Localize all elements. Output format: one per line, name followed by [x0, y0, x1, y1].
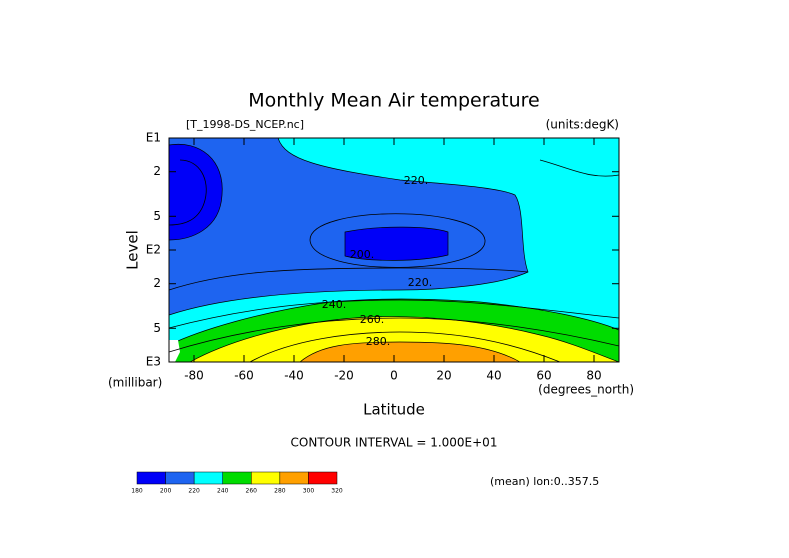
x-tick-label: -60: [234, 369, 254, 383]
y-tick-label: E1: [146, 131, 161, 145]
colorbar-swatch: [136, 471, 166, 485]
contour-band: [189, 316, 620, 363]
colorbar-swatch: [308, 471, 338, 485]
x-tick-label: 20: [436, 369, 451, 383]
colorbar-swatch: [251, 471, 281, 485]
y-tick-label: 5: [153, 209, 161, 223]
contour-line: [168, 267, 529, 291]
contour-line: [539, 159, 620, 177]
contour-band: [299, 341, 522, 363]
missing-data: [169, 340, 180, 362]
colorbar-label: 300: [303, 488, 315, 495]
contour-label: 200.: [350, 248, 375, 261]
footer-label: (mean) lon:0..357.5: [490, 475, 599, 488]
colorbar-label: 260: [246, 488, 258, 495]
contour-label: 280.: [366, 335, 391, 348]
contour-label: 220.: [408, 276, 433, 289]
y-tick-label: E2: [146, 243, 161, 257]
colorbar-swatch: [279, 471, 309, 485]
x-tick-label: -80: [184, 369, 204, 383]
y-tick-label: 2: [153, 276, 161, 290]
y-units-label: (millibar): [108, 376, 162, 390]
x-tick-label: 0: [390, 369, 398, 383]
units-label: (units:degK): [546, 118, 619, 132]
x-tick-label: 40: [486, 369, 501, 383]
x-tick-label: -40: [284, 369, 304, 383]
chart-title: Monthly Mean Air temperature: [248, 90, 539, 112]
x-units-label: (degrees_north): [538, 383, 634, 397]
colorbar-swatch: [165, 471, 195, 485]
contour-interval: CONTOUR INTERVAL = 1.000E+01: [291, 436, 498, 450]
colorbar-label: 240: [217, 488, 229, 495]
x-tick-label: 80: [586, 369, 601, 383]
colorbar-swatch: [222, 471, 252, 485]
contour-band: [344, 226, 449, 261]
contour-line: [309, 213, 486, 268]
y-tick-label: E3: [146, 355, 161, 369]
contour-line: [249, 331, 561, 363]
x-axis-label: Latitude: [363, 401, 425, 419]
colorbar-label: 280: [274, 488, 286, 495]
dataset-label: [T_1998-DS_NCEP.nc]: [186, 118, 304, 131]
y-axis-label: Level: [124, 230, 142, 270]
plot-area: 220. 200. 220. 240. 260. 280.: [168, 137, 620, 363]
y-tick-label: 5: [153, 321, 161, 335]
contour-label: 220.: [404, 174, 429, 187]
colorbar-label: 200: [160, 488, 172, 495]
x-tick-label: 60: [536, 369, 551, 383]
colorbar-label: 180: [131, 488, 143, 495]
colorbar-label: 320: [331, 488, 343, 495]
contour-band: [168, 143, 223, 241]
contour-band: [168, 137, 529, 316]
y-tick-label: 2: [153, 164, 161, 178]
contour-label: 260.: [360, 313, 385, 326]
colorbar-label: 220: [188, 488, 200, 495]
contour-line: [168, 299, 620, 329]
contour-line: [168, 159, 207, 226]
x-tick-label: -20: [334, 369, 354, 383]
contour-label: 240.: [322, 298, 347, 311]
colorbar-swatch: [193, 471, 223, 485]
contour-line: [168, 317, 620, 353]
